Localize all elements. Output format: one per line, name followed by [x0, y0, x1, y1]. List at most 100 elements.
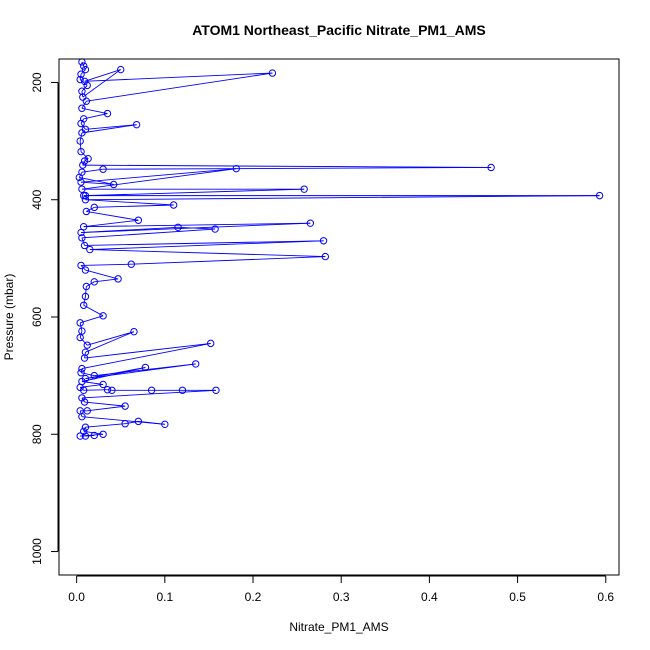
- y-tick-label: 800: [30, 424, 44, 444]
- series-segment: [86, 72, 273, 102]
- series-segment: [84, 69, 121, 82]
- series-segment: [81, 168, 237, 190]
- series-segment: [85, 195, 600, 201]
- data-point: [232, 164, 240, 173]
- data-point: [81, 266, 90, 274]
- series-segment: [87, 331, 135, 346]
- series-segment: [85, 269, 119, 280]
- series-segment: [81, 228, 216, 239]
- series-segment: [81, 226, 179, 234]
- series-segment: [85, 286, 87, 297]
- data-point: [103, 109, 112, 118]
- data-point: [174, 223, 182, 231]
- data-point: [191, 360, 200, 368]
- data-point: [132, 120, 141, 129]
- series-segment: [82, 69, 121, 98]
- series-segment: [80, 315, 104, 324]
- data-point: [78, 129, 86, 137]
- series-segment: [79, 387, 84, 391]
- series-segment: [86, 281, 95, 287]
- data-point: [77, 147, 85, 156]
- series-segment: [81, 85, 88, 92]
- series-segment: [79, 337, 88, 346]
- series-segment: [81, 366, 146, 382]
- data-point: [487, 163, 495, 172]
- series-segment: [85, 188, 305, 197]
- data-point: [268, 69, 277, 77]
- data-point: [82, 282, 91, 291]
- data-point: [134, 417, 143, 426]
- series-segment: [89, 240, 324, 251]
- series-segment: [82, 160, 85, 166]
- data-point: [78, 104, 86, 112]
- data-point: [109, 180, 118, 189]
- data-point: [81, 292, 90, 301]
- data-point: [83, 407, 91, 415]
- x-tick-label: 0.6: [597, 590, 614, 604]
- data-point: [90, 371, 98, 380]
- data-point: [141, 363, 150, 372]
- data-point: [79, 223, 88, 231]
- data-point: [82, 207, 91, 216]
- chart-title: ATOM1 Northeast_Pacific Nitrate_PM1_AMS: [192, 22, 486, 38]
- series-segment: [81, 168, 237, 183]
- data-point: [321, 252, 330, 261]
- series-segment: [81, 107, 108, 114]
- data-point: [99, 380, 107, 389]
- series-segment: [178, 226, 216, 230]
- y-axis: 200 400 600 800 1000: [30, 72, 59, 565]
- y-tick-label: 200: [30, 72, 44, 92]
- data-point: [81, 432, 90, 440]
- data-point: [319, 237, 328, 245]
- series-segment: [94, 278, 119, 283]
- series-segment: [82, 164, 492, 168]
- data-point: [78, 234, 86, 242]
- data-point: [82, 97, 91, 105]
- x-axis: 0.0 0.1 0.2 0.3 0.4 0.5 0.6: [68, 575, 614, 604]
- series-segment: [80, 151, 89, 160]
- series-segment: [83, 219, 139, 228]
- data-point: [79, 427, 88, 436]
- data-point: [77, 178, 85, 186]
- data-point: [76, 75, 84, 84]
- data-point: [103, 386, 112, 394]
- data-point: [211, 225, 219, 233]
- x-tick-label: 0.5: [509, 590, 526, 604]
- data-point: [80, 77, 89, 85]
- series-segment: [81, 397, 85, 403]
- series-segment: [81, 181, 114, 185]
- series-segment: [85, 363, 196, 380]
- series-segment: [83, 296, 86, 306]
- series-segment: [79, 132, 83, 142]
- data-point: [76, 333, 84, 342]
- data-point: [595, 191, 604, 200]
- data-point: [80, 398, 89, 406]
- series-segment: [84, 72, 273, 82]
- series-segment: [80, 118, 85, 124]
- data-point: [77, 228, 85, 237]
- x-tick-label: 0.0: [68, 590, 85, 604]
- series-points: [75, 58, 604, 440]
- data-point: [75, 173, 83, 182]
- series-segment: [81, 389, 217, 399]
- data-point: [127, 260, 136, 268]
- series-segment: [80, 372, 95, 377]
- data-point: [130, 327, 138, 336]
- data-point: [161, 420, 169, 429]
- series-segment: [83, 113, 108, 120]
- data-point: [99, 312, 107, 320]
- series-segment: [81, 124, 137, 134]
- data-point: [79, 301, 88, 309]
- series-segment: [103, 167, 492, 170]
- series-segment: [84, 401, 126, 407]
- data-point: [77, 119, 85, 128]
- data-point: [80, 241, 89, 250]
- data-point: [117, 65, 125, 74]
- series-segment: [79, 141, 82, 152]
- plot-frame: [58, 58, 620, 576]
- data-point: [77, 70, 85, 78]
- data-point: [114, 275, 122, 283]
- x-axis-label: Nitrate_PM1_AMS: [289, 620, 388, 634]
- series-segment: [79, 322, 83, 332]
